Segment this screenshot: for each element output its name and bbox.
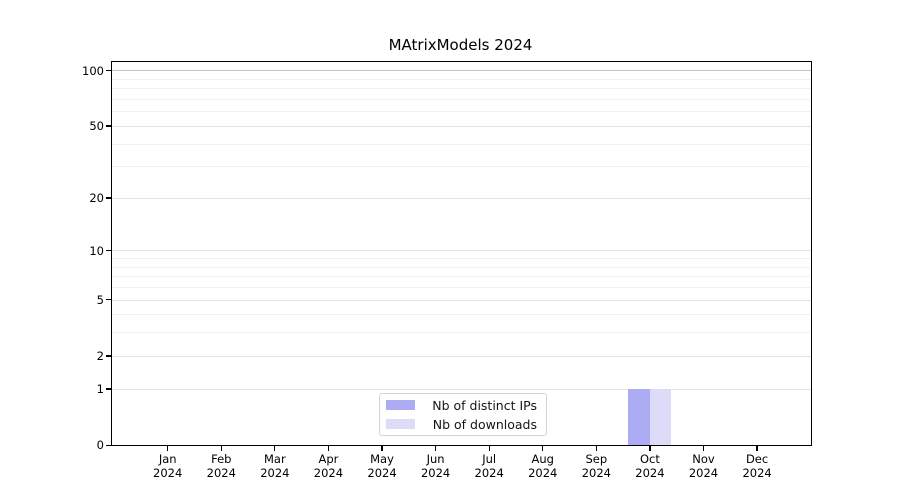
x-tick-label: Apr 2024 (297, 452, 359, 480)
x-tick-year: 2024 (260, 465, 290, 480)
x-tick-label: Oct 2024 (619, 452, 681, 480)
x-tick-year: 2024 (313, 465, 344, 480)
x-tick-label: Aug 2024 (512, 452, 574, 480)
legend-swatch-downloads (386, 418, 415, 430)
x-tick-month: Jun (426, 452, 445, 466)
legend: Nb of distinct IPs Nb of downloads (379, 393, 547, 436)
x-tick-year: 2024 (206, 465, 236, 480)
x-tick-mark (542, 446, 544, 451)
bar-downloads (649, 388, 672, 445)
x-tick-year: 2024 (367, 465, 397, 480)
x-tick-mark (488, 446, 490, 451)
major-gridline (112, 70, 811, 72)
major-gridline (112, 197, 811, 199)
minor-gridline (112, 258, 811, 260)
x-tick-month: Nov (692, 452, 715, 466)
x-tick-label: Jan 2024 (137, 452, 199, 480)
x-tick-mark (274, 446, 276, 451)
y-tick-mark (106, 388, 112, 390)
minor-gridline (112, 314, 811, 316)
major-gridline (112, 355, 811, 357)
y-tick-mark (106, 444, 112, 446)
minor-gridline (112, 287, 811, 289)
y-tick-mark (106, 69, 112, 72)
x-tick-month: May (370, 452, 394, 466)
y-tick-label: 100 (82, 63, 104, 78)
x-tick-month: Feb (211, 452, 232, 466)
y-tick-label: 2 (96, 349, 104, 364)
minor-gridline (112, 332, 811, 334)
minor-gridline (112, 166, 811, 168)
y-tick-label: 5 (96, 292, 104, 307)
x-tick-month: Dec (745, 452, 769, 466)
x-tick-label: Jun 2024 (405, 452, 467, 480)
bar-layer (112, 62, 811, 445)
major-gridline (112, 299, 811, 301)
y-tick-mark (106, 299, 112, 301)
x-tick-month: Apr (318, 452, 339, 466)
x-tick-year: 2024 (635, 465, 665, 480)
legend-label-distinct-ips: Nb of distinct IPs (432, 397, 537, 413)
x-tick-mark (649, 446, 651, 451)
x-tick-label: Sep 2024 (565, 452, 627, 480)
x-tick-year: 2024 (688, 465, 719, 480)
x-tick-year: 2024 (153, 465, 183, 480)
legend-label-downloads: Nb of downloads (432, 416, 537, 432)
y-tick-label: 0 (96, 438, 104, 453)
x-tick-label: Jul 2024 (458, 452, 520, 480)
minor-gridline (112, 78, 811, 80)
y-tick-mark (106, 355, 112, 357)
y-tick-label: 20 (89, 191, 104, 206)
major-gridline (112, 250, 811, 252)
major-gridline (112, 388, 811, 390)
y-tick-label: 10 (89, 243, 104, 258)
x-tick-label: Dec 2024 (726, 452, 788, 480)
x-tick-month: Sep (585, 452, 608, 466)
bar-distinct-ips (628, 388, 650, 445)
major-gridline (112, 125, 811, 127)
x-tick-mark (327, 446, 330, 451)
legend-row: Nb of downloads (386, 417, 537, 432)
x-tick-month: Jan (158, 452, 177, 466)
x-tick-year: 2024 (581, 465, 611, 480)
y-tick-label: 50 (89, 119, 104, 134)
x-tick-year: 2024 (528, 465, 558, 480)
x-tick-mark (167, 446, 169, 451)
x-tick-month: Jul (482, 452, 497, 466)
legend-swatch-distinct-ips (386, 399, 415, 411)
x-tick-label: Mar 2024 (244, 452, 306, 480)
x-tick-mark (435, 446, 437, 451)
minor-gridline (112, 276, 811, 278)
legend-row: Nb of distinct IPs (386, 398, 537, 413)
plot-area (111, 61, 812, 446)
y-tick-mark (106, 249, 112, 252)
chart-title: MAtrixModels 2024 (388, 36, 533, 54)
y-tick-label: 1 (96, 381, 104, 396)
minor-gridline (112, 143, 811, 145)
minor-gridline (112, 88, 811, 90)
x-tick-mark (702, 446, 705, 451)
x-tick-year: 2024 (742, 465, 772, 480)
x-tick-mark (595, 446, 597, 451)
x-tick-month: Mar (264, 452, 286, 466)
x-tick-year: 2024 (474, 465, 504, 480)
grid-layer (112, 62, 811, 445)
minor-gridline (112, 266, 811, 268)
minor-gridline (112, 111, 811, 113)
x-tick-label: May 2024 (351, 452, 413, 480)
x-tick-month: Aug (531, 452, 554, 466)
x-tick-label: Nov 2024 (673, 452, 735, 480)
x-tick-year: 2024 (420, 465, 451, 480)
y-tick-mark (106, 125, 112, 127)
y-tick-mark (106, 197, 112, 199)
x-tick-mark (381, 446, 383, 451)
x-tick-label: Feb 2024 (190, 452, 252, 480)
x-tick-mark (220, 446, 222, 451)
minor-gridline (112, 98, 811, 100)
x-tick-month: Oct (639, 452, 660, 466)
x-tick-mark (756, 446, 758, 451)
